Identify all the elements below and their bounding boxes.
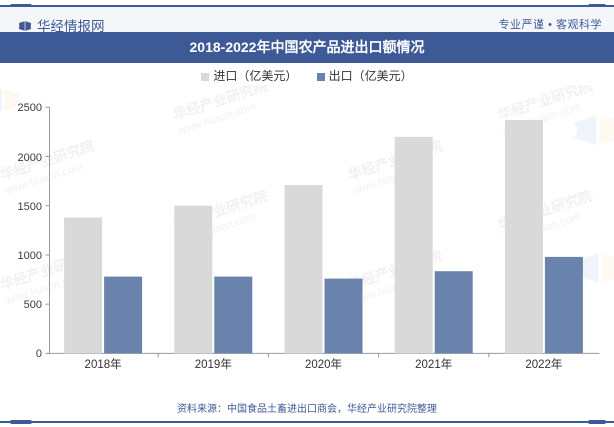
- svg-text:2500: 2500: [18, 102, 42, 114]
- svg-text:2022年: 2022年: [525, 357, 562, 371]
- svg-text:2021年: 2021年: [415, 357, 452, 371]
- svg-text:2018年: 2018年: [85, 357, 122, 371]
- svg-text:1000: 1000: [18, 250, 42, 262]
- svg-text:2020年: 2020年: [305, 357, 342, 371]
- svg-text:2019年: 2019年: [195, 357, 232, 371]
- svg-text:500: 500: [24, 299, 42, 311]
- svg-text:0: 0: [36, 348, 42, 360]
- svg-text:1500: 1500: [18, 201, 42, 213]
- svg-text:2000: 2000: [18, 152, 42, 164]
